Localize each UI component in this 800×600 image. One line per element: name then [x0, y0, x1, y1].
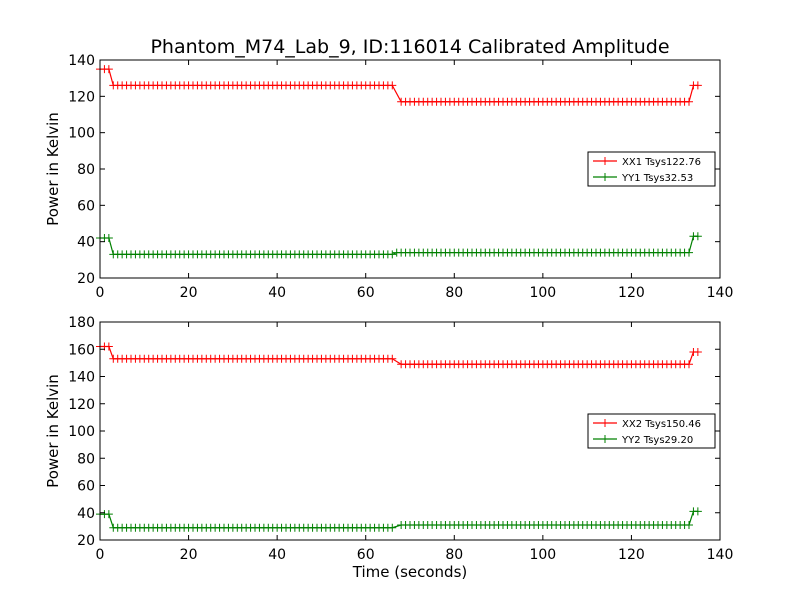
series-line-2 [100, 235, 698, 255]
x-tick-label: 0 [96, 547, 105, 563]
data-point [388, 523, 397, 532]
chart-top: Phantom_M74_Lab_9, ID:116014 Calibrated … [44, 36, 733, 301]
y-tick-label: 40 [77, 506, 95, 522]
series-markers-1 [96, 342, 702, 369]
data-point [685, 521, 693, 530]
x-tick-label: 100 [529, 547, 556, 563]
legend-box [587, 151, 716, 187]
legend: XX2 Tsys150.46 YY2 Tsys29.20 [587, 413, 716, 449]
data-point [104, 510, 113, 519]
data-point [685, 248, 693, 257]
series-group [96, 342, 702, 532]
x-tick-label: 140 [707, 285, 734, 301]
legend-label: YY1 Tsys32.53 [621, 173, 693, 184]
x-tick-label: 20 [180, 285, 198, 301]
data-point [388, 81, 397, 90]
legend-swatch-marker [601, 435, 609, 443]
y-tick-label: 20 [77, 533, 95, 549]
legend: XX1 Tsys122.76 YY1 Tsys32.53 [587, 151, 716, 187]
y-tick-label: 100 [68, 424, 95, 440]
series-markers-1 [96, 65, 702, 106]
x-tick-label: 80 [445, 547, 463, 563]
data-point [685, 97, 693, 106]
y-tick-label: 160 [68, 342, 95, 358]
data-point [685, 360, 693, 369]
y-tick-label: 40 [77, 235, 95, 251]
y-tick-label: 140 [68, 53, 95, 69]
data-point [693, 232, 702, 241]
data-point [388, 354, 397, 363]
y-axis-label: Power in Kelvin [44, 112, 62, 226]
x-tick-label: 60 [357, 547, 375, 563]
legend-label: YY2 Tsys29.20 [621, 435, 693, 446]
data-point [693, 507, 702, 516]
x-tick-label: 20 [180, 547, 198, 563]
x-tick-label: 100 [529, 285, 556, 301]
series-markers-2 [96, 232, 702, 259]
y-tick-label: 120 [68, 89, 95, 105]
y-tick-label: 100 [68, 126, 95, 142]
y-tick-label: 180 [68, 315, 95, 331]
y-tick-label: 140 [68, 370, 95, 386]
legend-box [587, 413, 716, 449]
legend-swatch-marker [601, 419, 609, 427]
legend-label: XX1 Tsys122.76 [622, 157, 701, 168]
x-tick-label: 0 [96, 285, 105, 301]
legend-swatch-marker [601, 157, 609, 165]
y-tick-label: 120 [68, 397, 95, 413]
data-point [388, 250, 397, 259]
y-tick-label: 60 [77, 198, 95, 214]
series-line-1 [100, 345, 698, 365]
y-tick-label: 60 [77, 479, 95, 495]
data-point [104, 234, 113, 243]
x-tick-label: 40 [268, 547, 286, 563]
data-point [693, 81, 702, 90]
series-group [96, 65, 702, 259]
legend-label: XX2 Tsys150.46 [622, 419, 701, 430]
x-tick-label: 140 [707, 547, 734, 563]
series-markers-2 [96, 507, 702, 532]
data-point [693, 347, 702, 356]
chart-title: Phantom_M74_Lab_9, ID:116014 Calibrated … [150, 36, 669, 58]
data-point [104, 342, 113, 351]
x-tick-label: 120 [618, 547, 645, 563]
chart-bottom: 0 20 40 60 80 100 120 1402040608010012014016018… [44, 315, 733, 581]
x-tick-label: 120 [618, 285, 645, 301]
x-tick-label: 40 [268, 285, 286, 301]
y-tick-label: 80 [77, 162, 95, 178]
legend-swatch-marker [601, 173, 609, 181]
x-tick-label: 80 [445, 285, 463, 301]
y-tick-label: 80 [77, 451, 95, 467]
x-axis-label: Time (seconds) [352, 563, 468, 581]
y-axis-label: Power in Kelvin [44, 374, 62, 488]
data-point [104, 65, 113, 74]
x-tick-label: 60 [357, 285, 375, 301]
y-tick-label: 20 [77, 271, 95, 287]
